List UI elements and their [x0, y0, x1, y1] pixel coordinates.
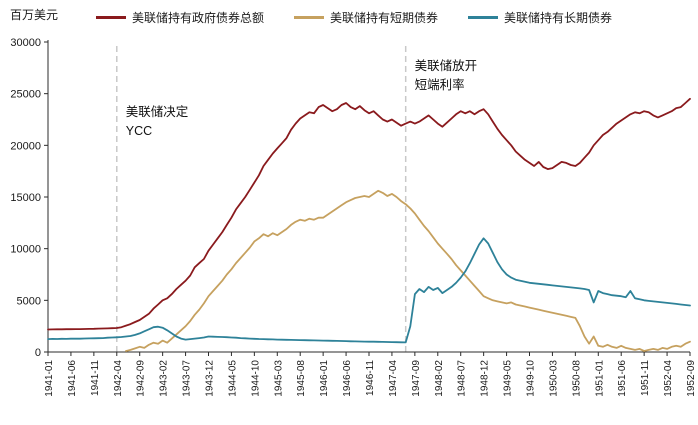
y-tick-label: 25000 — [10, 89, 41, 101]
y-tick-label: 15000 — [10, 192, 41, 204]
annotation-line: 短端利率 — [414, 78, 465, 93]
x-tick-label: 1951-11 — [640, 360, 651, 396]
x-tick-label: 1948-02 — [434, 360, 445, 397]
x-tick-label: 1951-06 — [617, 360, 628, 397]
series-line-total-holdings — [47, 97, 691, 331]
annotation-line: 美联储决定 — [125, 105, 189, 119]
x-tick-label: 1943-02 — [159, 360, 170, 397]
annotation-ycc-decision: 美联储决定 YCC — [126, 103, 189, 142]
x-tick-label: 1950-03 — [548, 360, 559, 397]
legend-item-short-term: 美联储持有短期债券 — [294, 9, 438, 26]
x-tick-label: 1947-04 — [388, 360, 399, 397]
x-tick-label: 1948-07 — [457, 360, 468, 397]
x-tick-label: 1946-11 — [365, 360, 376, 396]
x-tick-label: 1952-09 — [686, 360, 697, 397]
legend-label: 美联储持有长期债券 — [504, 11, 613, 25]
x-tick-label: 1949-10 — [526, 360, 537, 397]
x-tick-label: 1949-05 — [503, 360, 514, 397]
legend-label: 美联储持有短期债券 — [330, 11, 439, 25]
series-line-short-term — [125, 189, 691, 352]
annotation-line: 美联储放开 — [414, 59, 478, 73]
x-tick-label: 1943-07 — [182, 360, 193, 397]
legend-item-long-term: 美联储持有长期债券 — [468, 9, 612, 26]
legend-label: 美联储持有政府债券总额 — [132, 11, 265, 25]
legend-item-total-holdings: 美联储持有政府债券总额 — [96, 9, 264, 26]
annotation-line: YCC — [125, 124, 153, 139]
y-tick-label: 0 — [35, 347, 41, 359]
x-tick-label: 1943-12 — [205, 360, 216, 397]
legend-line-swatch — [468, 16, 499, 19]
x-tick-label: 1942-04 — [113, 360, 124, 397]
series-line-long-term — [47, 237, 691, 344]
legend-line-swatch — [96, 16, 126, 19]
y-tick-label: 10000 — [10, 244, 41, 256]
x-tick-label: 1945-08 — [296, 360, 307, 397]
x-tick-label: 1945-03 — [273, 360, 284, 397]
x-tick-label: 1947-09 — [411, 360, 422, 397]
x-tick-label: 1951-01 — [594, 360, 605, 397]
x-tick-label: 1948-12 — [480, 360, 491, 397]
y-tick-label: 5000 — [17, 295, 41, 307]
x-tick-label: 1950-08 — [571, 360, 582, 397]
x-tick-label: 1944-10 — [250, 360, 261, 397]
x-tick-label: 1941-06 — [67, 360, 78, 397]
legend-line-swatch — [294, 16, 325, 19]
y-tick-label: 20000 — [10, 140, 41, 152]
annotation-release-short-rates: 美联储放开 短端利率 — [415, 57, 478, 96]
x-tick-label: 1941-11 — [90, 360, 101, 396]
x-tick-label: 1952-04 — [663, 360, 674, 397]
x-tick-label: 1941-01 — [44, 360, 55, 397]
x-tick-label: 1946-01 — [319, 360, 330, 397]
x-tick-label: 1946-06 — [342, 360, 353, 397]
x-tick-label: 1944-05 — [227, 360, 238, 397]
y-axis-unit-label: 百万美元 — [10, 8, 59, 22]
x-tick-label: 1942-09 — [136, 360, 147, 397]
y-tick-label: 30000 — [10, 37, 41, 49]
legend: 美联储持有政府债券总额 美联储持有短期债券 美联储持有长期债券 — [96, 9, 612, 26]
